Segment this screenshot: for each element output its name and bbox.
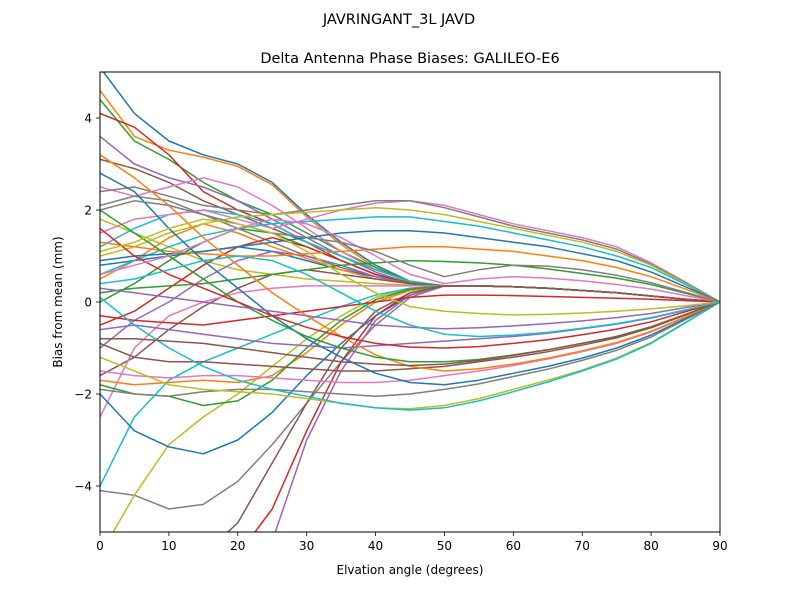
x-tick-label: 0 (96, 539, 104, 553)
plot-area (100, 72, 720, 532)
series-line-31 (100, 229, 720, 303)
x-axis-label: Elvation angle (degrees) (337, 563, 484, 577)
x-tick-label: 30 (299, 539, 314, 553)
y-tick-label: −4 (74, 480, 92, 494)
series-lines (100, 72, 720, 532)
x-tick-label: 10 (161, 539, 176, 553)
chart-title: Delta Antenna Phase Biases: GALILEO-E6 (260, 51, 559, 67)
x-tick-label: 40 (368, 539, 383, 553)
x-tick-label: 90 (712, 539, 727, 553)
series-line-39 (100, 301, 720, 410)
series-line-29 (100, 206, 720, 303)
series-line-28 (100, 186, 720, 303)
y-tick-label: 4 (84, 112, 92, 126)
series-line-32 (100, 241, 720, 303)
series-line-42 (100, 154, 720, 372)
series-line-44 (100, 227, 720, 349)
x-tick-label: 50 (437, 539, 452, 553)
y-tick-label: −2 (74, 388, 92, 402)
series-line-38 (100, 301, 720, 398)
x-tick-label: 60 (506, 539, 521, 553)
y-axis-label: Bias from mean (mm) (51, 236, 65, 367)
series-line-48 (100, 200, 720, 303)
x-tick-label: 20 (230, 539, 245, 553)
series-line-50 (100, 255, 720, 338)
series-line-30 (100, 216, 720, 303)
y-axis-ticks: −4 −2 0 2 4 (74, 112, 100, 494)
x-axis-ticks: 0 10 20 30 40 50 60 70 80 90 (96, 532, 728, 553)
series-line-37 (100, 301, 720, 384)
series-line-47 (100, 218, 720, 303)
y-tick-label: 2 (84, 204, 92, 218)
series-line-40 (100, 296, 720, 411)
x-tick-label: 70 (575, 539, 590, 553)
series-line-49 (100, 218, 720, 316)
series-line-36 (100, 301, 720, 372)
x-tick-label: 80 (643, 539, 658, 553)
figure-suptitle: JAVRINGANT_3L JAVD (322, 12, 475, 28)
series-line-26 (226, 285, 720, 532)
series-line-46 (100, 301, 720, 367)
series-line-45 (100, 287, 720, 330)
series-line-34 (100, 294, 720, 326)
y-tick-label: 0 (84, 296, 92, 310)
series-line-33 (100, 259, 720, 303)
